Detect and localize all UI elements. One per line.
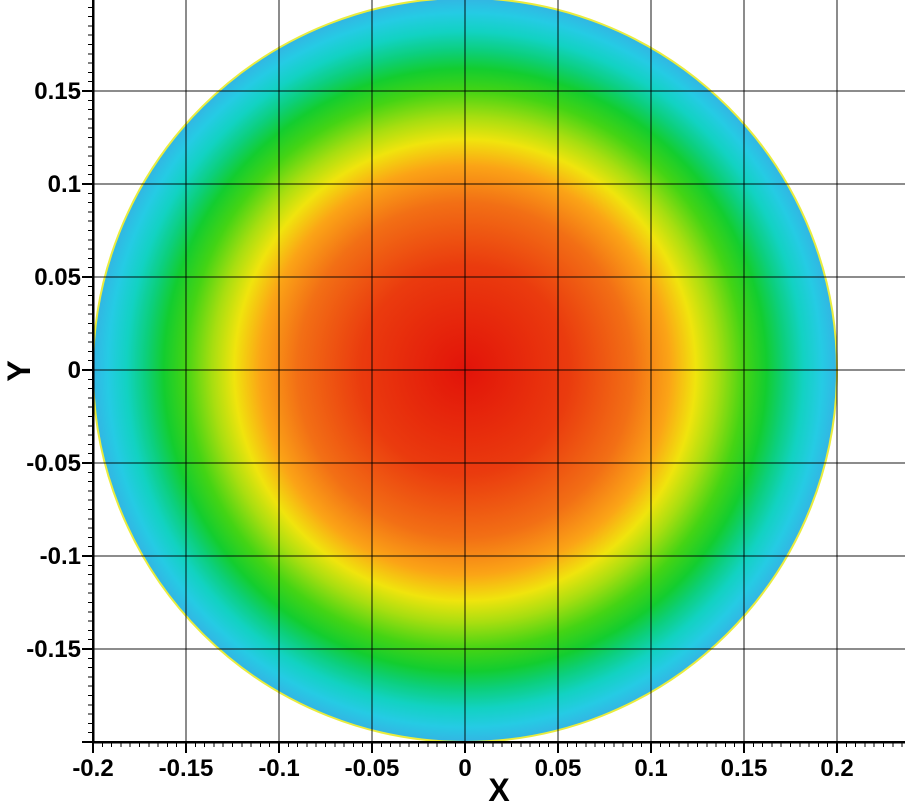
y-tick-label: -0.1 [40, 543, 81, 570]
x-tick-label: 0.15 [721, 755, 768, 782]
y-tick-label: 0 [68, 357, 81, 384]
x-tick-label: -0.05 [345, 755, 400, 782]
x-tick-label: 0.1 [634, 755, 667, 782]
y-tick-label: 0.1 [48, 171, 81, 198]
x-tick-label: 0.05 [535, 755, 582, 782]
x-tick-label: -0.15 [159, 755, 214, 782]
x-tick-label: 0 [458, 755, 471, 782]
x-tick-label: -0.1 [258, 755, 299, 782]
y-tick-label: -0.15 [26, 636, 81, 663]
y-tick-label: 0.15 [34, 78, 81, 105]
x-tick-label: 0.2 [820, 755, 853, 782]
x-axis-title: X [488, 772, 510, 808]
x-tick-label: -0.2 [72, 755, 113, 782]
y-tick-label: 0.05 [34, 264, 81, 291]
y-tick-label: -0.05 [26, 450, 81, 477]
y-axis-title: Y [1, 360, 37, 381]
